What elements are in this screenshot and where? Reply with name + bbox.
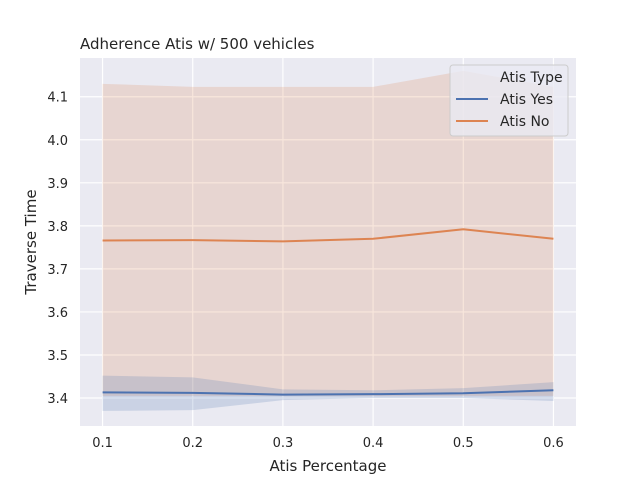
y-tick-label: 3.8 xyxy=(47,220,68,235)
x-axis-label: Atis Percentage xyxy=(269,457,386,475)
legend-label-atis-yes: Atis Yes xyxy=(500,92,553,108)
series-lines xyxy=(102,228,554,396)
legend: Atis Type Atis Yes Atis No xyxy=(449,64,569,137)
ci-band-atis-no xyxy=(102,70,554,396)
x-tick-label: 0.5 xyxy=(453,436,474,451)
y-tick-label: 3.5 xyxy=(47,349,68,364)
y-tick-label: 3.7 xyxy=(47,263,68,278)
x-tick-label: 0.1 xyxy=(92,436,113,451)
confidence-bands xyxy=(102,70,554,411)
y-axis-label: Traverse Time xyxy=(22,189,40,295)
x-tick-label: 0.3 xyxy=(273,436,294,451)
legend-box xyxy=(449,64,569,137)
legend-title: Atis Type xyxy=(500,70,563,86)
y-tick-label: 4.1 xyxy=(47,91,68,106)
series-line-atis-yes xyxy=(102,389,554,396)
y-axis-ticks: 3.4 3.5 3.6 3.7 3.8 3.9 4.0 4.1 xyxy=(47,91,68,407)
x-axis-ticks: 0.1 0.2 0.3 0.4 0.5 0.6 xyxy=(92,436,564,451)
y-tick-label: 3.9 xyxy=(47,177,68,192)
x-tick-label: 0.4 xyxy=(363,436,384,451)
x-tick-label: 0.2 xyxy=(182,436,203,451)
y-tick-label: 3.6 xyxy=(47,306,68,321)
legend-label-atis-no: Atis No xyxy=(500,114,550,130)
y-tick-label: 3.4 xyxy=(47,392,68,407)
x-tick-label: 0.6 xyxy=(543,436,564,451)
series-line-atis-no xyxy=(102,228,554,243)
chart-title: Adherence Atis w/ 500 vehicles xyxy=(80,35,315,53)
ci-band-atis-yes xyxy=(102,375,554,411)
y-tick-label: 4.0 xyxy=(47,134,68,149)
